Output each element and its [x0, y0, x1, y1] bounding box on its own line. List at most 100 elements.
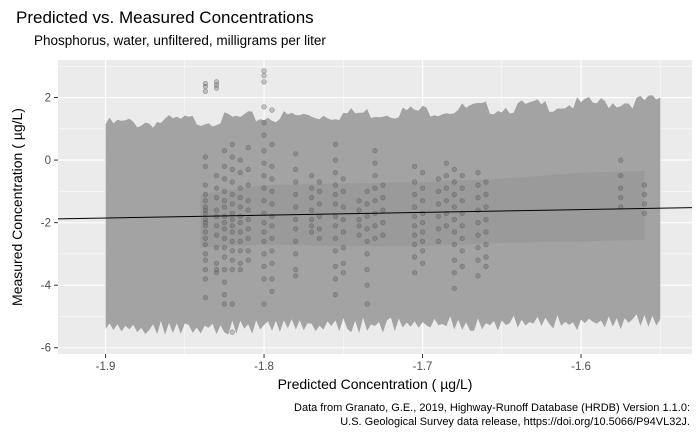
data-point [237, 204, 243, 210]
data-point [269, 260, 275, 266]
data-point [475, 257, 481, 263]
data-point [229, 238, 235, 244]
data-point [483, 229, 489, 235]
data-point [237, 260, 243, 266]
data-point [332, 223, 339, 229]
data-point [213, 185, 220, 191]
data-point [380, 182, 386, 188]
data-point [459, 223, 465, 229]
y-tick-label: 0 [45, 155, 51, 167]
data-point [435, 226, 442, 232]
data-point [420, 220, 426, 226]
data-point [293, 226, 299, 232]
data-point [340, 204, 346, 210]
data-point [221, 220, 227, 226]
data-point [459, 263, 465, 270]
data-point [332, 157, 339, 163]
data-point [364, 238, 370, 244]
data-point [435, 176, 442, 182]
data-point [618, 173, 624, 179]
data-point [451, 270, 457, 276]
data-point [309, 207, 315, 213]
data-point [202, 154, 208, 160]
data-point [221, 198, 227, 204]
data-point [356, 223, 362, 229]
y-tick-label: -2 [41, 218, 51, 230]
data-point [293, 251, 299, 257]
data-point [332, 170, 339, 176]
data-point [372, 223, 378, 229]
data-point [229, 179, 235, 185]
data-point [340, 216, 346, 223]
data-point [451, 191, 457, 198]
x-axis-ticks: -1.9 -1.8 -1.7 -1.6 [96, 354, 591, 373]
data-point [443, 185, 449, 191]
data-point [459, 185, 465, 191]
data-point [412, 223, 418, 229]
data-point [443, 173, 449, 179]
data-point [269, 163, 275, 169]
data-point [202, 182, 208, 188]
data-point [202, 241, 208, 248]
data-point [293, 238, 299, 244]
data-point [316, 226, 323, 232]
data-point [229, 267, 235, 273]
data-point [372, 173, 378, 179]
data-point [293, 273, 299, 279]
data-point [245, 207, 251, 213]
data-point [261, 276, 267, 282]
x-axis-title: Predicted Concentration ( µg/L) [278, 376, 473, 392]
data-point [261, 301, 267, 307]
data-point [213, 207, 220, 213]
data-point [269, 223, 275, 229]
data-point [380, 232, 386, 238]
data-point [459, 248, 465, 254]
data-point [261, 251, 267, 257]
data-point [443, 198, 449, 204]
data-point [364, 282, 370, 288]
caption-line-1: Data from Granato, G.E., 2019, Highway-R… [294, 402, 690, 414]
data-point [483, 254, 489, 260]
x-tick-label: -1.8 [254, 361, 274, 373]
data-point [459, 235, 465, 241]
data-point [213, 223, 220, 229]
data-point [245, 216, 251, 223]
data-point [221, 279, 227, 285]
data-point [412, 163, 418, 169]
data-point [202, 229, 208, 235]
data-point [229, 154, 235, 160]
data-point [309, 216, 315, 223]
data-points [202, 68, 648, 335]
data-point [213, 85, 220, 91]
data-point [213, 173, 220, 179]
data-point [340, 260, 346, 266]
data-point [202, 257, 208, 263]
data-point [459, 173, 465, 179]
data-point [213, 270, 220, 276]
data-point [641, 191, 648, 198]
data-point [261, 132, 267, 138]
data-point [435, 213, 442, 219]
data-point [364, 213, 370, 219]
data-point [412, 179, 418, 185]
data-point [202, 83, 208, 90]
data-point [451, 285, 457, 291]
data-point [202, 267, 208, 273]
data-point [435, 201, 442, 207]
data-point [443, 160, 449, 166]
data-point [261, 104, 267, 110]
data-point [245, 257, 251, 263]
data-point [380, 195, 386, 201]
data-point [340, 188, 346, 194]
data-point [202, 251, 208, 257]
data-point [372, 148, 378, 154]
data-point [412, 270, 418, 276]
data-point [245, 198, 251, 204]
data-point [412, 254, 418, 260]
data-point [309, 185, 315, 191]
data-point [261, 220, 267, 226]
data-point [221, 254, 227, 260]
data-point [269, 235, 275, 241]
data-point [483, 241, 489, 248]
data-point [202, 198, 208, 204]
